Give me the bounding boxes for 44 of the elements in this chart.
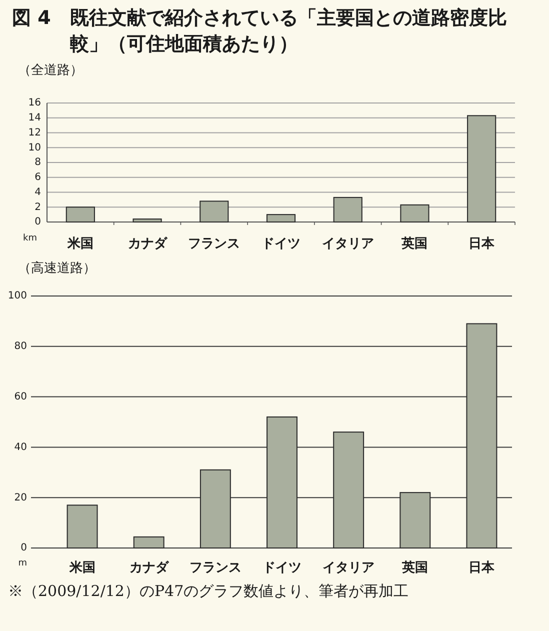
x-tick-label: 米国	[68, 560, 96, 576]
bar	[66, 504, 98, 548]
y-tick-label: 16	[28, 98, 41, 109]
x-tick-label: 日本	[468, 560, 496, 576]
y-tick-label: 40	[14, 442, 27, 453]
x-tick-label: カナダ	[129, 560, 170, 576]
y-tick-label: 6	[34, 172, 41, 184]
text: ※（2009/12/12）のP47のグラフ数値より、筆者が再加工	[8, 581, 410, 602]
y-tick-label: 80	[14, 341, 27, 352]
x-tick-label: 英国	[400, 236, 428, 252]
x-tick-label: 日本	[468, 236, 496, 252]
chart-subtitle: （全道路）	[18, 62, 84, 80]
y-tick-label: 0	[34, 216, 41, 228]
y-axis-title: km	[23, 233, 37, 244]
x-tick-label: フランス	[189, 560, 242, 576]
y-tick-label: 14	[28, 112, 41, 124]
x-tick-label: イタリア	[322, 236, 374, 252]
y-tick-label: 20	[14, 492, 27, 504]
y-tick-label: 10	[28, 142, 41, 154]
y-tick-label: 4	[34, 186, 41, 198]
bar	[466, 323, 498, 548]
y-tick-label: 8	[34, 157, 41, 168]
y-axis-title: m	[18, 558, 27, 568]
y-tick-label: 12	[28, 127, 41, 138]
x-tick-label: 米国	[66, 236, 94, 252]
chart-title: 図 4 既往文献で紹介されている「主要国との道路密度比較」（可住地面積あたり）	[12, 6, 508, 57]
x-tick-label: 英国	[401, 560, 428, 576]
bar	[400, 492, 431, 548]
y-tick-label: 100	[8, 290, 27, 302]
y-tick-label: 0	[20, 542, 27, 554]
x-tick-label: カナダ	[128, 236, 168, 252]
x-tick-label: フランス	[188, 236, 240, 252]
x-tick-label: ドイツ	[262, 236, 300, 252]
bar	[132, 218, 162, 222]
bar	[266, 416, 298, 548]
bar	[266, 214, 296, 222]
x-tick-label: イタリア	[322, 560, 375, 576]
chart-title: （高速道路）	[18, 260, 97, 278]
y-tick-label: 60	[14, 392, 27, 403]
y-tick-label: 2	[34, 202, 41, 213]
bar	[200, 469, 231, 548]
bar	[133, 536, 164, 548]
x-tick-label: ドイツ	[262, 560, 302, 576]
bar	[333, 432, 364, 548]
